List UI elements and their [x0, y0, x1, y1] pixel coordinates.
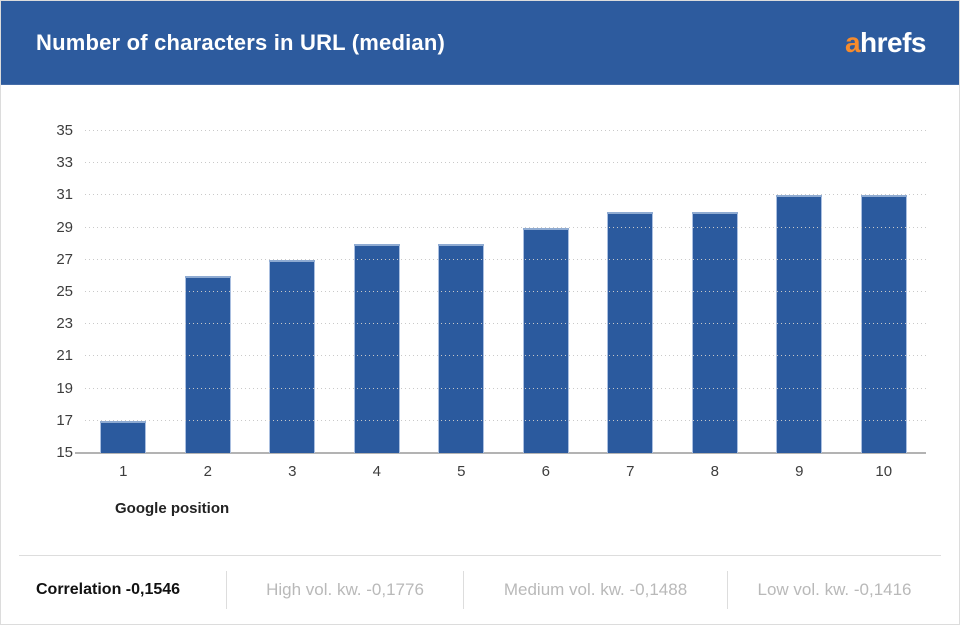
bar-slot [757, 131, 842, 453]
y-tick-label: 27 [56, 250, 73, 268]
gridline [85, 323, 926, 325]
bar-slot [673, 131, 758, 453]
gridline [85, 226, 926, 228]
bar-slot [504, 131, 589, 453]
bar-position-10 [860, 195, 907, 453]
gridline [85, 291, 926, 292]
bar-position-4 [353, 243, 400, 453]
bar-slot [419, 131, 504, 453]
gridline [85, 162, 926, 164]
y-tick-label: 35 [56, 122, 73, 139]
x-tick-label: 2 [203, 463, 212, 480]
bar-slot [250, 131, 335, 453]
footer-divider-line [19, 555, 941, 556]
gridline [85, 387, 926, 389]
gridline [85, 194, 926, 196]
ahrefs-logo: ahrefs [844, 26, 927, 59]
correlation-overall: Correlation -0,1546 [36, 581, 181, 598]
x-tick-label: 10 [875, 463, 893, 480]
y-tick-label: 15 [56, 444, 73, 461]
x-tick-label: 7 [626, 463, 635, 480]
x-axis: 1 2 3 4 5 6 7 8 9 10 [81, 463, 926, 480]
gridline [85, 130, 926, 131]
bar-position-8 [691, 211, 738, 453]
correlation-medium-vol: Medium vol. kw. -0,1488 [463, 571, 727, 609]
bar-position-2 [184, 275, 231, 453]
y-tick-label: 17 [56, 411, 73, 429]
x-tick-label: 9 [795, 463, 804, 480]
bar-slot [588, 131, 673, 453]
x-tick-label: 4 [372, 463, 381, 480]
correlation-high-vol: High vol. kw. -0,1776 [226, 571, 463, 609]
ahrefs-logo-rest: hrefs [860, 26, 926, 58]
gridline [85, 419, 926, 421]
y-tick-label: 29 [56, 218, 73, 236]
bar-slot [842, 131, 927, 453]
y-tick-label: 25 [56, 283, 73, 300]
y-tick-label: 33 [56, 154, 73, 172]
bar-position-1 [100, 420, 147, 453]
x-tick-label: 6 [541, 463, 550, 480]
bar-position-3 [269, 259, 316, 453]
x-axis-title: Google position [115, 500, 230, 517]
x-axis-line [75, 452, 926, 454]
bar-chart: 15 17 19 21 23 25 27 29 31 33 35 1 2 3 4 5 6 7 8 9 10 Googl… [1, 85, 959, 555]
plot-area [75, 130, 926, 454]
x-tick-label: 5 [457, 463, 466, 480]
correlation-footer: Correlation -0,1546 High vol. kw. -0,177… [1, 569, 941, 611]
bar-position-6 [522, 227, 569, 453]
y-axis: 15 17 19 21 23 25 27 29 31 33 35 [1, 122, 73, 461]
bar-position-7 [607, 211, 654, 453]
bar-slot [166, 131, 251, 453]
bar-position-5 [438, 243, 485, 453]
x-tick-label: 3 [288, 463, 297, 480]
x-tick-label: 1 [119, 463, 128, 480]
y-tick-label: 19 [56, 379, 73, 397]
correlation-low-vol: Low vol. kw. -0,1416 [727, 571, 941, 609]
x-tick-label: 8 [710, 463, 719, 480]
header-bar: Number of characters in URL (median) ahr… [1, 1, 959, 85]
gridline [85, 258, 926, 260]
gridline [85, 355, 926, 357]
bar-slot [335, 131, 420, 453]
y-tick-label: 21 [56, 347, 73, 365]
bar-slot [81, 131, 166, 453]
y-tick-label: 31 [56, 186, 73, 204]
ahrefs-logo-accent: a [844, 26, 861, 58]
bars-container [81, 131, 926, 453]
bar-position-9 [776, 195, 823, 453]
chart-title: Number of characters in URL (median) [36, 29, 445, 55]
y-tick-label: 23 [56, 315, 73, 333]
